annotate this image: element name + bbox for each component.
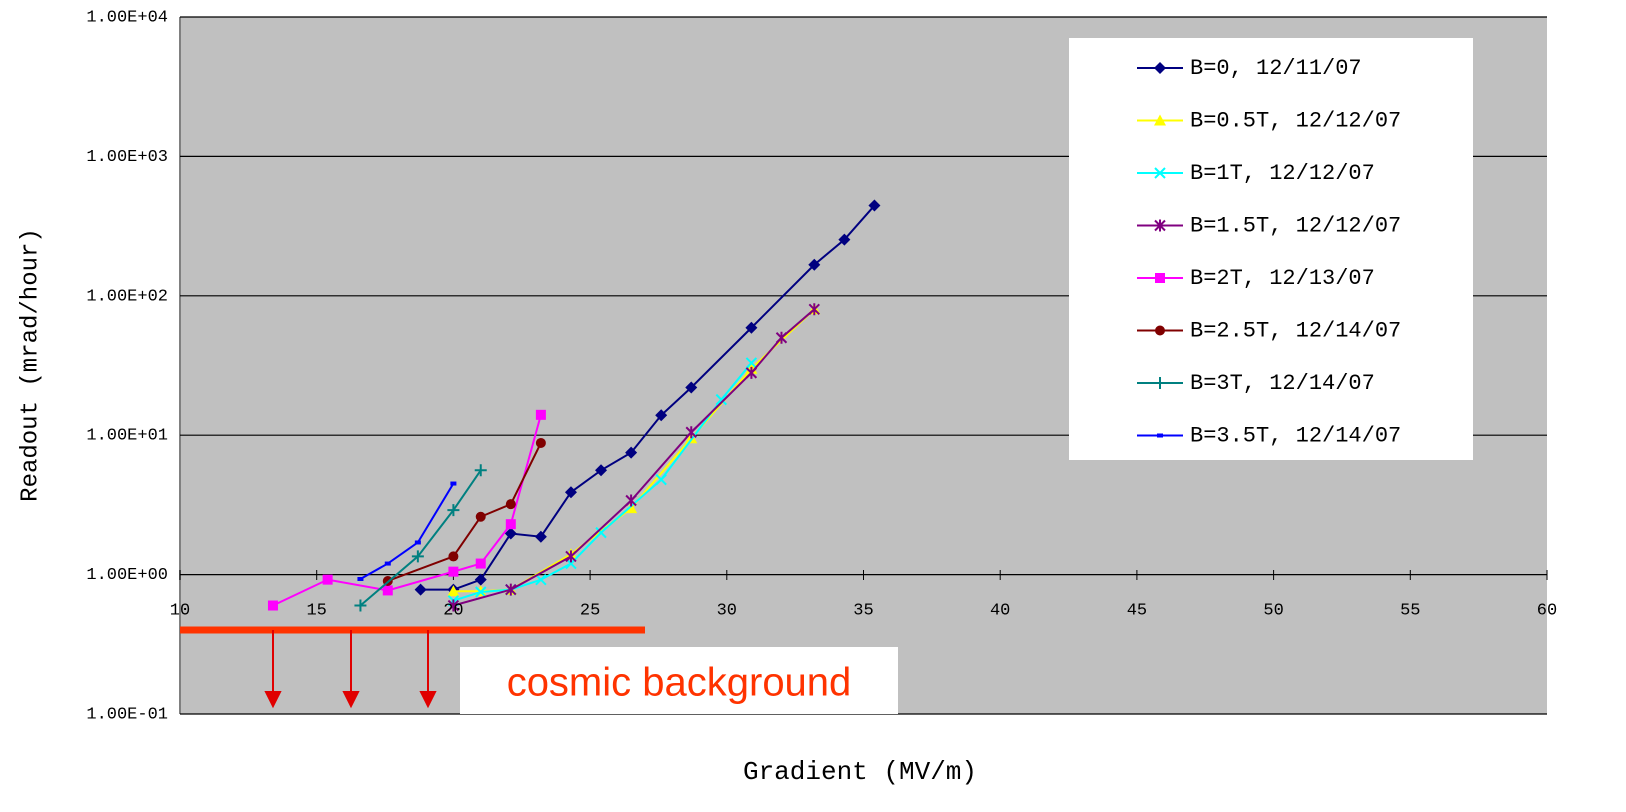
marker bbox=[414, 583, 427, 596]
legend-label: B=0.5T, 12/12/07 bbox=[1190, 108, 1401, 133]
marker bbox=[505, 499, 516, 510]
x-tick-label: 35 bbox=[853, 601, 873, 620]
marker bbox=[1155, 325, 1165, 336]
y-tick-label: 1.00E+02 bbox=[86, 287, 168, 306]
marker bbox=[685, 381, 698, 394]
marker bbox=[745, 357, 758, 369]
marker bbox=[475, 558, 486, 569]
x-tick-label: 55 bbox=[1400, 601, 1420, 620]
legend-label: B=1.5T, 12/12/07 bbox=[1190, 213, 1401, 238]
series-lines bbox=[267, 199, 881, 612]
series-line bbox=[359, 469, 482, 607]
legend-label: B=2T, 12/13/07 bbox=[1190, 266, 1375, 291]
x-tick-label: 60 bbox=[1537, 601, 1557, 620]
marker bbox=[411, 550, 424, 563]
marker bbox=[655, 409, 668, 422]
legend: B=0, 12/11/07 B=0.5T, 12/12/07 B=1T, 12/12… bbox=[1137, 56, 1401, 448]
background-arrows bbox=[264, 630, 437, 709]
y-axis-title: Readout (mrad/hour) bbox=[17, 228, 44, 502]
marker bbox=[565, 550, 577, 563]
marker bbox=[535, 437, 546, 448]
marker bbox=[414, 540, 421, 545]
marker bbox=[625, 446, 638, 459]
marker bbox=[1154, 62, 1166, 74]
marker bbox=[775, 331, 788, 344]
marker bbox=[745, 366, 758, 379]
marker bbox=[535, 409, 546, 420]
marker bbox=[447, 599, 460, 612]
marker bbox=[564, 486, 577, 499]
marker bbox=[475, 586, 487, 598]
marker bbox=[1155, 273, 1165, 283]
series-line bbox=[453, 308, 815, 607]
legend-label: B=0, 12/11/07 bbox=[1190, 56, 1362, 81]
marker bbox=[625, 502, 638, 514]
marker bbox=[504, 527, 517, 540]
legend-label: B=3T, 12/14/07 bbox=[1190, 371, 1375, 396]
marker bbox=[1154, 114, 1166, 126]
x-axis-title: Gradient (MV/m) bbox=[743, 757, 977, 787]
x-tick-label: 25 bbox=[580, 601, 600, 620]
marker bbox=[322, 574, 333, 585]
marker bbox=[354, 599, 367, 612]
x-tick-label: 45 bbox=[1127, 601, 1147, 620]
marker bbox=[534, 530, 547, 543]
marker bbox=[474, 464, 487, 477]
y-tick-label: 1.00E+01 bbox=[86, 427, 168, 446]
legend-label: B=3.5T, 12/14/07 bbox=[1190, 423, 1401, 448]
x-tick-label: 10 bbox=[170, 601, 190, 620]
y-tick-label: 1.00E+00 bbox=[86, 566, 168, 585]
marker bbox=[1157, 433, 1163, 438]
marker bbox=[1154, 167, 1166, 179]
marker bbox=[595, 464, 608, 477]
marker bbox=[715, 393, 728, 406]
x-tick-label: 30 bbox=[717, 601, 737, 620]
marker bbox=[384, 561, 391, 566]
annotation: cosmic background bbox=[507, 661, 852, 705]
marker bbox=[625, 494, 637, 507]
y-tick-label: 1.00E+03 bbox=[86, 148, 168, 167]
marker bbox=[267, 600, 278, 611]
marker bbox=[448, 566, 459, 577]
marker bbox=[505, 583, 517, 596]
annotation-box bbox=[460, 647, 898, 714]
marker bbox=[685, 426, 697, 439]
legend-box bbox=[1069, 38, 1473, 460]
legend-label: B=2.5T, 12/14/07 bbox=[1190, 318, 1401, 343]
marker bbox=[382, 585, 393, 596]
marker bbox=[655, 473, 667, 486]
marker bbox=[868, 199, 881, 212]
marker bbox=[1154, 219, 1166, 232]
marker bbox=[450, 481, 457, 486]
marker bbox=[808, 303, 820, 316]
marker bbox=[595, 526, 607, 539]
marker bbox=[357, 576, 364, 581]
marker bbox=[505, 519, 516, 530]
x-tick-label: 20 bbox=[443, 601, 463, 620]
marker bbox=[808, 258, 821, 271]
marker bbox=[447, 504, 460, 517]
y-tick-label: 1.00E-01 bbox=[86, 705, 168, 724]
x-tick-label: 15 bbox=[306, 601, 326, 620]
marker bbox=[447, 585, 460, 597]
marker bbox=[474, 573, 487, 586]
marker bbox=[838, 233, 851, 246]
series-line bbox=[359, 483, 455, 580]
x-tick-label: 40 bbox=[990, 601, 1010, 620]
marker bbox=[1154, 377, 1166, 389]
x-tick-label: 50 bbox=[1263, 601, 1283, 620]
marker bbox=[475, 511, 486, 522]
y-tick-label: 1.00E+04 bbox=[86, 8, 168, 27]
marker bbox=[535, 573, 547, 586]
legend-label: B=1T, 12/12/07 bbox=[1190, 161, 1375, 186]
series-line bbox=[420, 204, 876, 591]
marker bbox=[448, 551, 459, 562]
marker bbox=[745, 321, 758, 334]
